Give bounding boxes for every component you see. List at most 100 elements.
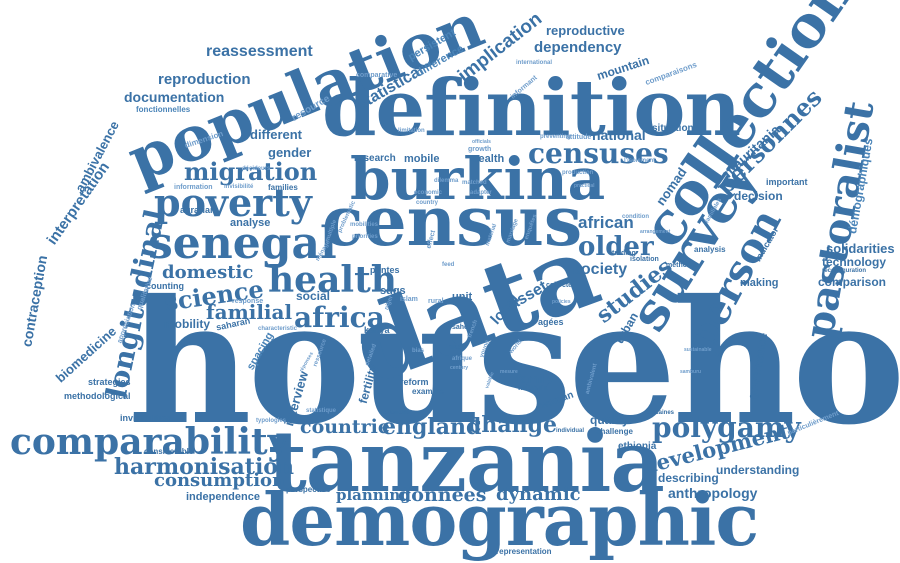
word-invisibilities: invisibilities	[120, 413, 172, 423]
word-perspective: perspective	[286, 485, 331, 494]
word-tanzania: tanzania	[268, 412, 665, 511]
word-demographic: demographic	[240, 477, 759, 562]
word-decideurs: décideurs	[242, 166, 271, 172]
word-household: household	[128, 263, 900, 463]
word-characteristic: characteristic	[258, 326, 298, 332]
word-england: england	[382, 414, 482, 440]
word-describing: describing	[658, 471, 719, 485]
word-health: health	[268, 259, 397, 301]
word-independence: independence	[186, 491, 260, 503]
word-limitation: limitation	[398, 128, 425, 134]
word-sustainable: sustainable	[684, 347, 712, 353]
word-unit: unit	[452, 291, 473, 303]
word-wealth: wealth	[470, 153, 505, 165]
word-gender: gender	[268, 145, 312, 160]
word-feed: feed	[442, 262, 455, 268]
word-planning: planning	[336, 486, 411, 504]
word-individual: individual	[556, 428, 585, 434]
word-islam: islam	[400, 296, 418, 303]
word-donnees: données	[398, 484, 487, 506]
word-international: international	[516, 60, 553, 66]
word-mobile: mobile	[404, 153, 440, 165]
word-quality: quality	[590, 413, 629, 427]
word-harmonisation: harmonisation	[114, 454, 294, 480]
word-strategies: strategies	[88, 377, 131, 387]
word-migrant: migrant	[518, 383, 548, 392]
word-social: social	[296, 289, 331, 303]
word-sdgs: sdgs	[380, 285, 406, 297]
word-countrie: countrie	[300, 416, 390, 438]
word-migration: migration	[184, 157, 318, 186]
word-priorities: priorities	[352, 234, 378, 240]
word-understanding: understanding	[716, 463, 800, 477]
word-dilemma: dilemma	[434, 178, 459, 184]
word-samburu: samburu	[680, 369, 702, 375]
word-reassessment: reassessment	[206, 43, 313, 60]
word-family: family	[516, 371, 554, 386]
word-adapter: adapter	[470, 190, 492, 196]
word-solidarities: solidarities	[826, 241, 895, 256]
word-reproduction: reproduction	[158, 71, 251, 88]
word-attitude: attitude	[566, 134, 592, 141]
word-condition: condition	[622, 214, 649, 220]
word-reconfiguration: reconfiguration	[822, 268, 867, 274]
word-africaines: africaines	[646, 410, 675, 416]
word-methodological: methodological	[64, 391, 131, 401]
word-image: image	[446, 344, 467, 351]
word-polygamy: polygamy	[652, 411, 801, 444]
word-reform: reform	[400, 377, 429, 387]
word-domestic: domestic	[162, 262, 254, 283]
word-mesure: mesure	[500, 369, 518, 375]
word-senegal: senegal	[148, 218, 337, 269]
word-pontes: pontes	[370, 265, 400, 275]
word-census: census	[322, 182, 583, 262]
word-arrangement: arrangement	[640, 229, 671, 235]
word-change: change	[468, 412, 558, 438]
word-growth: growth	[468, 146, 492, 153]
word-making: making	[740, 277, 779, 289]
word-important: important	[766, 177, 808, 187]
word-older: older	[578, 232, 654, 262]
word-families: families	[268, 183, 298, 192]
word-technology: technology	[822, 255, 887, 269]
word-afrique: afrique	[452, 356, 473, 362]
word-officials: officials	[472, 139, 491, 145]
word-practical: practical	[574, 183, 595, 189]
word-typologies: typologies	[256, 418, 287, 424]
word-country: country	[416, 200, 439, 206]
word-different: different	[250, 127, 302, 142]
word-kenya: kenya	[364, 325, 390, 335]
word-collecte: collecte	[546, 282, 573, 289]
word-bias: bias	[412, 348, 425, 354]
word-censuses: censuses	[528, 137, 669, 170]
word-invisibilite: invisibilité	[224, 184, 254, 190]
word-documentation: documentation	[124, 89, 225, 105]
word-ethiopia: ethiopia	[618, 441, 657, 452]
word-society: society	[572, 261, 628, 278]
word-information: information	[174, 184, 213, 191]
word-matched: matched	[462, 180, 487, 186]
word-isolation: isolation	[630, 256, 659, 263]
word-preventing: preventing	[540, 134, 571, 140]
word-anthropology: anthropology	[668, 485, 758, 501]
word-methodes: méthodes	[666, 262, 700, 269]
word-agees: agées	[538, 317, 564, 327]
word-challenge: challenge	[596, 427, 633, 436]
word-economic: economic	[414, 190, 443, 196]
word-reproductive: reproductive	[546, 23, 625, 38]
word-sahel: sahel	[452, 324, 470, 331]
word-mobilities: mobilities	[350, 222, 379, 228]
word-statistique: statistique	[306, 408, 337, 414]
word-burkina: burkina	[350, 145, 606, 213]
word-analysis: analysis	[694, 245, 726, 254]
word-considerable: considerable	[144, 447, 194, 456]
word-comparison: comparison	[818, 275, 887, 289]
word-examine: examine	[412, 387, 445, 396]
word-century: century	[450, 365, 469, 371]
word-mobility: mobility	[164, 317, 211, 331]
word-comparative: comparative	[356, 72, 398, 79]
word-research: research	[354, 153, 396, 164]
word-contraception: contraception	[18, 254, 51, 348]
word-response: response	[232, 298, 264, 305]
